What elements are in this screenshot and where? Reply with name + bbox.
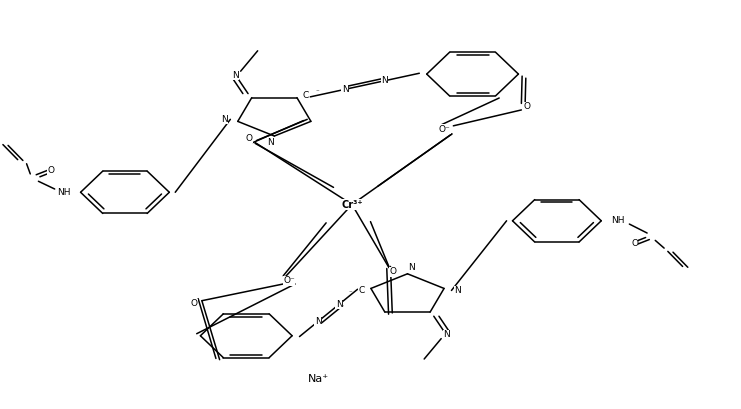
Text: N: N — [336, 300, 342, 309]
Text: N: N — [315, 317, 322, 326]
Text: O: O — [246, 134, 253, 143]
Text: Cr³⁺: Cr³⁺ — [341, 200, 363, 209]
Text: NH: NH — [611, 216, 625, 225]
Text: C: C — [303, 91, 309, 100]
Text: O: O — [191, 299, 198, 308]
Text: NH: NH — [57, 188, 70, 197]
Text: N: N — [232, 71, 239, 80]
Text: O⁻: O⁻ — [439, 125, 451, 134]
Text: N: N — [342, 85, 348, 94]
Text: N: N — [454, 286, 461, 295]
Text: O: O — [524, 102, 531, 111]
Text: N: N — [381, 76, 388, 85]
Text: ⁻: ⁻ — [316, 90, 319, 96]
Text: O: O — [47, 166, 55, 175]
Text: O: O — [631, 239, 638, 248]
Text: N: N — [268, 138, 274, 147]
Text: N: N — [408, 263, 414, 272]
Text: C: C — [359, 286, 365, 295]
Text: ⁻: ⁻ — [348, 290, 352, 297]
Text: O⁻: O⁻ — [283, 276, 295, 285]
Text: N: N — [221, 115, 227, 124]
Text: Na⁺: Na⁺ — [308, 374, 329, 384]
Text: N: N — [443, 330, 450, 339]
Text: O: O — [389, 267, 396, 276]
